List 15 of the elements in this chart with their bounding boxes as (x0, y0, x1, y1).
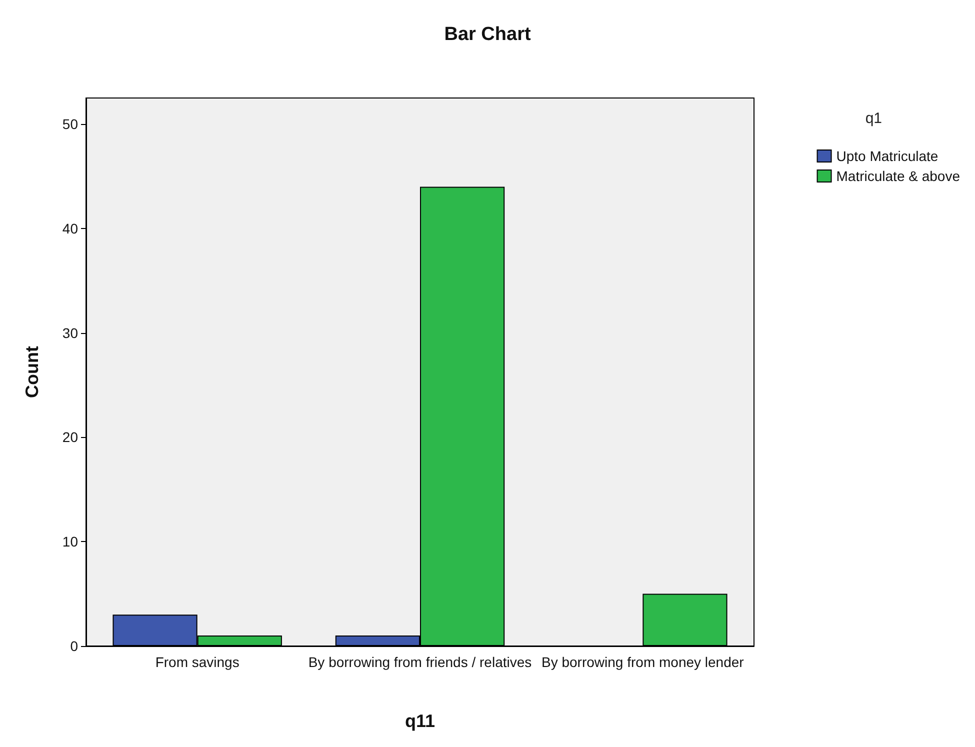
y-tick-label: 30 (62, 324, 78, 341)
y-tick-label: 0 (70, 638, 78, 654)
legend-title: q1 (865, 110, 882, 127)
y-tick-label: 40 (62, 220, 78, 236)
x-tick-label: By borrowing from friends / relatives (308, 654, 532, 670)
legend-label: Upto Matriculate (836, 148, 938, 164)
y-tick-label: 20 (62, 429, 78, 446)
y-tick-label: 50 (62, 116, 78, 132)
y-tick-label: 10 (62, 534, 78, 550)
x-axis-title: q11 (404, 711, 436, 731)
y-axis-title: Count (22, 346, 42, 398)
legend-label: Matriculate & above (836, 168, 960, 184)
x-tick-label: From savings (155, 654, 240, 670)
x-tick-label: By borrowing from money lender (542, 654, 744, 670)
chart-title: Bar Chart (444, 24, 532, 45)
